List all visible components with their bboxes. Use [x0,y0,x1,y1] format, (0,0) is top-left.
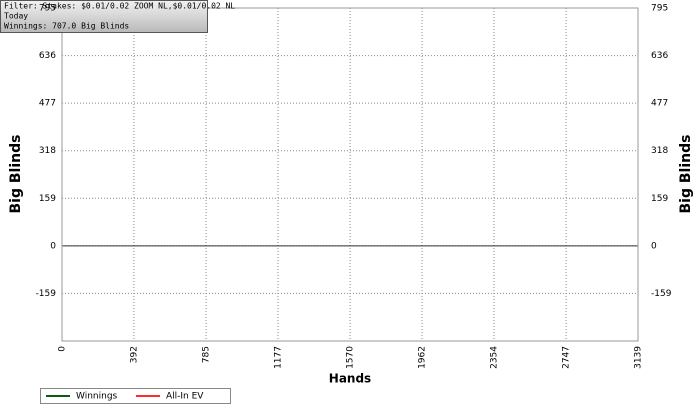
y2-tick-label: 477 [651,99,668,109]
x-tick-label: 2747 [562,346,572,369]
x-tick-label: 392 [129,346,139,363]
x-tick-label: 1570 [346,346,356,369]
legend-label: All-In EV [166,392,204,402]
y-tick-label: 0 [50,241,56,251]
y-tick-label: 795 [39,4,56,14]
y-axis-title: Big Blinds [8,135,24,214]
x-tick-label: 1177 [273,346,283,369]
y-tick-label: 636 [39,51,56,61]
y2-axis-title: Big Blinds [678,135,694,214]
x-tick-label: 2354 [489,346,499,369]
filter-text: Today [4,12,28,21]
y2-tick-label: 636 [651,51,668,61]
plot-area [61,7,639,342]
y2-tick-label: 318 [651,146,668,156]
y-tick-label: 477 [39,99,56,109]
y-tick-label: -159 [36,289,57,299]
filter-text: Winnings: 707.0 Big Blinds [4,22,129,31]
x-tick-label: 785 [202,346,212,363]
y2-tick-label: -159 [651,289,672,299]
x-axis-title: Hands [329,372,371,386]
filter-text: Filter: Stakes: $0.01/0.02 ZOOM NL,$0.01… [4,2,235,11]
x-tick-label: 3139 [634,346,644,369]
y2-tick-label: 0 [651,241,657,251]
y-tick-label: 318 [39,146,56,156]
filter-box [0,0,208,33]
y2-tick-label: 795 [651,4,668,14]
legend [40,388,231,404]
x-tick-label: 0 [58,346,68,352]
y-tick-label: 159 [39,194,56,204]
x-tick-label: 1962 [418,346,428,369]
plot-border [61,7,639,342]
y2-tick-label: 159 [651,194,668,204]
legend-label: Winnings [76,392,118,402]
